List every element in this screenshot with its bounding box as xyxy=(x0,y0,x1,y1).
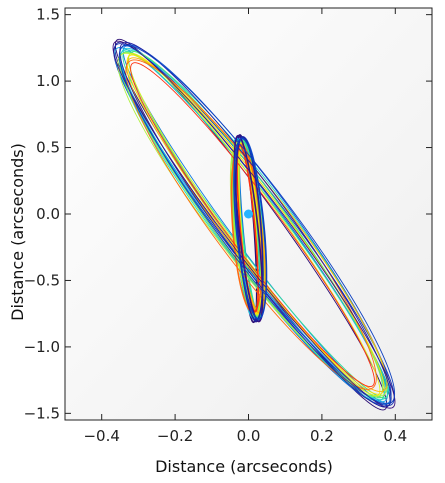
outer-orbit-line xyxy=(114,38,388,411)
x-tick-label: 0.0 xyxy=(237,427,261,445)
x-axis-ticks: −0.4 −0.2 0.0 0.2 0.4 xyxy=(83,8,407,445)
y-axis-ticks: −1.5 −1.0 −0.5 0.0 0.5 1.0 1.5 xyxy=(24,6,432,422)
x-tick-label: 0.4 xyxy=(383,427,407,445)
y-tick-label: 0.5 xyxy=(36,139,60,157)
y-tick-label: 1.5 xyxy=(36,6,60,24)
inner-orbit-line xyxy=(233,134,264,323)
y-tick-label: 0.0 xyxy=(36,205,60,223)
y-tick-label: −1.0 xyxy=(24,338,60,356)
orbit-series xyxy=(112,38,396,411)
y-tick-label: −0.5 xyxy=(24,271,60,289)
outer-orbit-line xyxy=(122,50,389,399)
outer-orbit-line xyxy=(112,40,396,409)
y-axis-title: Distance (arcseconds) xyxy=(8,143,27,321)
outer-orbit-line xyxy=(125,59,377,390)
outer-orbit-line xyxy=(113,43,395,407)
outer-orbit-line xyxy=(126,54,385,395)
outer-orbit-line xyxy=(130,62,375,387)
x-axis-title: Distance (arcseconds) xyxy=(155,457,333,476)
inner-orbit-line xyxy=(233,137,268,320)
x-tick-label: 0.2 xyxy=(310,427,334,445)
y-tick-label: −1.5 xyxy=(24,404,60,422)
y-tick-label: 1.0 xyxy=(36,72,60,90)
outer-orbit-line xyxy=(119,42,392,408)
x-tick-label: −0.4 xyxy=(83,427,119,445)
outer-orbit-line xyxy=(118,44,396,405)
x-tick-label: −0.2 xyxy=(157,427,193,445)
central-star-marker xyxy=(244,209,253,219)
